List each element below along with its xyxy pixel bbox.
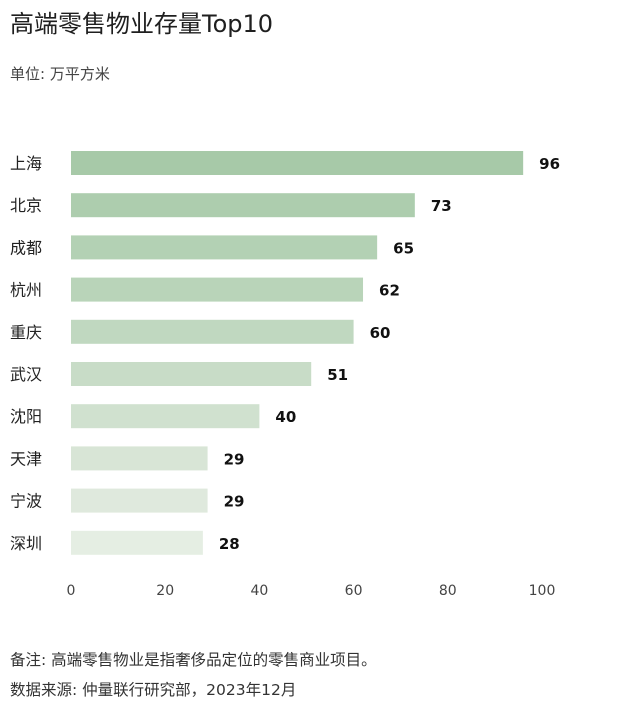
x-tick-label: 60 xyxy=(345,583,363,599)
category-label: 天津 xyxy=(10,449,42,468)
x-tick-label: 80 xyxy=(439,583,457,599)
x-tick-label: 0 xyxy=(67,583,76,599)
category-label: 深圳 xyxy=(10,534,42,553)
bar xyxy=(71,530,203,555)
bar xyxy=(71,404,260,429)
data-label: 65 xyxy=(393,239,414,257)
bar xyxy=(71,446,208,471)
data-label: 62 xyxy=(379,282,400,300)
x-tick-label: 20 xyxy=(156,583,174,599)
data-label: 29 xyxy=(224,493,245,511)
category-label: 北京 xyxy=(10,196,42,215)
data-label: 60 xyxy=(370,324,391,342)
data-label: 96 xyxy=(539,155,560,173)
chart-title: 高端零售物业存量Top10 xyxy=(10,10,274,38)
category-label: 武汉 xyxy=(10,365,42,384)
category-label: 沈阳 xyxy=(10,407,42,426)
category-label: 宁波 xyxy=(10,492,42,511)
data-label: 28 xyxy=(219,535,240,553)
footnote: 备注: 高端零售物业是指奢侈品定位的零售商业项目。 xyxy=(10,651,377,669)
data-label: 73 xyxy=(431,197,452,215)
bar xyxy=(71,277,364,302)
unit-label: 单位: 万平方米 xyxy=(10,65,110,83)
category-label: 上海 xyxy=(10,154,42,173)
bar xyxy=(71,362,312,386)
category-label: 杭州 xyxy=(10,281,42,300)
bar xyxy=(71,193,415,218)
data-label: 51 xyxy=(327,366,348,384)
bar xyxy=(71,235,378,260)
data-source: 数据来源: 仲量联行研究部，2023年12月 xyxy=(10,681,297,699)
data-label: 40 xyxy=(275,408,296,426)
bar-chart: 上海 96 北京 73 成都 65 杭州 62 重庆 60 武汉 51 沈阳 40 天津 29 宁波 29 深圳 28… xyxy=(10,151,560,599)
bar xyxy=(71,488,208,513)
data-label: 29 xyxy=(224,450,245,468)
category-label: 重庆 xyxy=(10,323,42,342)
category-label: 成都 xyxy=(10,238,42,257)
x-tick-label: 40 xyxy=(250,583,268,599)
bar xyxy=(71,151,524,175)
x-tick-label: 100 xyxy=(529,583,556,599)
bar xyxy=(71,319,354,344)
